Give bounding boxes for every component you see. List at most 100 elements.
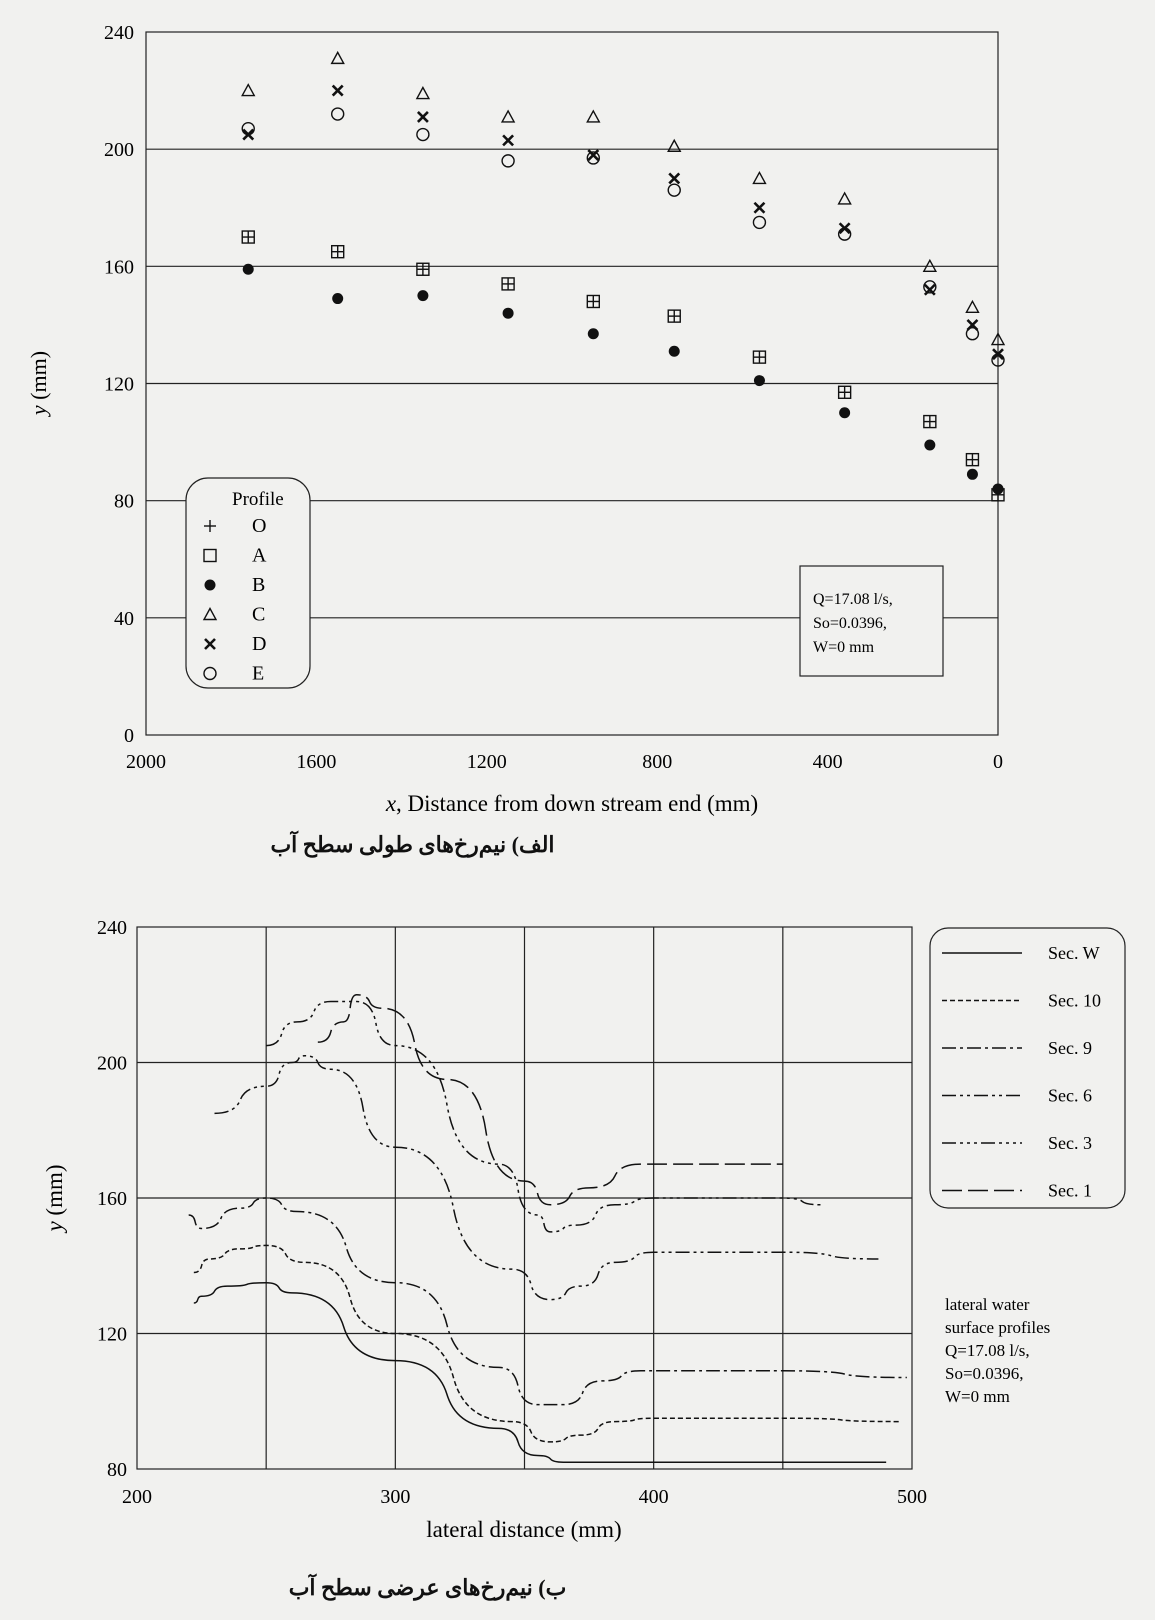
point-o [331, 245, 344, 258]
square [923, 414, 937, 429]
point-d [502, 134, 515, 147]
longitudinal-profiles-chart: 0 40 80 120 160 200 240 2000 1600 1200 800 400 0 y (… [26, 22, 1006, 816]
point-e [991, 353, 1005, 367]
square [837, 385, 852, 399]
series-line-sec-w [193, 1281, 887, 1463]
point-b [839, 407, 851, 419]
y-axis-label: y (mm) [42, 1164, 67, 1233]
point-o [923, 415, 936, 428]
triangle [586, 109, 601, 123]
triangle [667, 138, 682, 152]
triangle [990, 332, 1006, 346]
dot [924, 439, 936, 451]
series-line-sec-10 [193, 1244, 900, 1443]
y-tick-label: 240 [97, 917, 127, 939]
legend-entries: Sec. W Sec. 10 Sec. 9 Sec. 6 Sec. 3 Sec. 1 [942, 943, 1101, 1201]
legend-marker-d [204, 638, 216, 650]
x-tick-label: 0 [993, 751, 1003, 773]
conditions-note: lateral water surface profiles Q=17.08 l… [945, 1295, 1050, 1406]
point-a [752, 350, 767, 364]
circle [667, 183, 681, 197]
triangle [241, 83, 256, 97]
point-c [990, 332, 1006, 346]
circle [586, 151, 600, 165]
triangle [752, 170, 767, 185]
cross-b [587, 149, 600, 161]
point-e [331, 107, 345, 121]
y-tick-label: 80 [107, 1459, 127, 1481]
series-line-sec-3 [266, 1000, 822, 1233]
grid-lines [137, 927, 912, 1469]
point-a [965, 452, 980, 467]
legend: Sec. W Sec. 10 Sec. 9 Sec. 6 Sec. 3 Sec. 1 [929, 927, 1126, 1209]
condition-q: Q=17.08 l/s, [813, 591, 893, 608]
cross-b [753, 201, 766, 214]
triangle [500, 109, 516, 123]
x-axis-label: lateral distance (mm) [426, 1517, 621, 1542]
square [586, 294, 600, 309]
square [416, 262, 430, 276]
square [752, 350, 767, 364]
point-b [924, 439, 936, 451]
triangle [415, 86, 431, 100]
legend-label-o: O [252, 515, 266, 537]
x-tick-label: 800 [642, 751, 672, 773]
point-d [416, 111, 429, 123]
series-lines [188, 993, 907, 1463]
cross-b [204, 638, 216, 650]
point-c [837, 191, 852, 205]
conditions-box: Q=17.08 l/s, So=0.0396, W=0 mm [799, 565, 944, 677]
point-c [241, 83, 256, 97]
point-o [966, 453, 979, 466]
point-a [586, 294, 600, 309]
data-markers [241, 50, 1006, 502]
point-b [332, 293, 344, 305]
y-axis-label: y (mm) [26, 351, 51, 417]
legend-marker-e [203, 666, 217, 681]
triangle [330, 50, 345, 65]
y-tick-label: 40 [114, 608, 134, 630]
legend-label-sec-1: Sec. 1 [1048, 1181, 1092, 1201]
point-a [837, 385, 852, 399]
cross-b [331, 84, 344, 97]
dot [332, 293, 344, 305]
square [203, 548, 217, 563]
point-c [415, 86, 431, 100]
point-d [668, 172, 681, 185]
series-line-sec-1 [317, 993, 783, 1206]
point-e [586, 151, 600, 165]
legend-label-c: C [252, 604, 265, 626]
cross-b [502, 134, 515, 147]
tick-labels: 80 120 160 200 240 200 300 400 500 [97, 917, 927, 1508]
triangle [922, 258, 938, 273]
point-a [923, 414, 937, 429]
dot [587, 328, 599, 340]
x-tick-label: 1200 [467, 751, 507, 773]
dot [242, 263, 254, 275]
legend-label-b: B [252, 574, 265, 596]
note-line-5: W=0 mm [945, 1387, 1010, 1406]
square [667, 309, 681, 323]
dot [839, 407, 851, 419]
y-tick-label: 160 [97, 1188, 127, 1210]
square [241, 230, 255, 244]
point-o [502, 277, 515, 290]
circle [331, 107, 345, 121]
cross-b [668, 172, 681, 185]
point-e [416, 127, 430, 142]
circle [991, 353, 1005, 367]
point-a [501, 277, 515, 291]
point-c [752, 170, 767, 185]
bottom-chart-caption: ب) نیم‌رخ‌های عرضی سطح آب [288, 1575, 567, 1600]
dot [966, 468, 978, 480]
legend-label-sec-9: Sec. 9 [1048, 1038, 1092, 1058]
point-d [753, 201, 766, 214]
y-tick-label: 200 [104, 139, 134, 161]
point-o [416, 263, 429, 276]
x-tick-label: 400 [813, 751, 843, 773]
x-tick-label: 200 [122, 1486, 152, 1508]
point-e [923, 280, 937, 294]
point-c [667, 138, 682, 152]
